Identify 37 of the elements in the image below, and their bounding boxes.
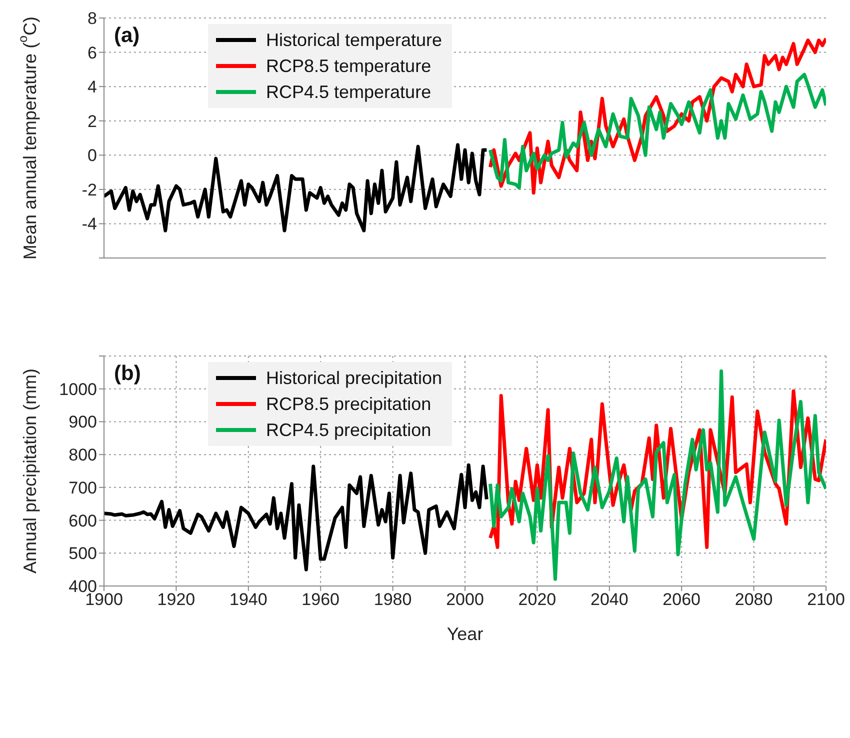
legend-label: Historical temperature bbox=[266, 30, 442, 50]
x-tick-label: 1940 bbox=[229, 590, 268, 610]
y-tick-label: -2 bbox=[82, 180, 97, 200]
y-tick-label: 8 bbox=[88, 9, 97, 28]
y-tick-label: 1000 bbox=[59, 380, 97, 399]
legend-label: RCP8.5 temperature bbox=[266, 56, 432, 76]
x-tick-label: 1920 bbox=[157, 590, 196, 610]
x-tick-label: 2080 bbox=[734, 590, 773, 610]
y-tick-label: 600 bbox=[68, 511, 97, 530]
x-tick-label: 1960 bbox=[302, 590, 340, 610]
y-tick-label: 6 bbox=[88, 43, 97, 62]
y-tick-label: 2 bbox=[88, 112, 97, 131]
x-tick-label: 2100 bbox=[807, 590, 845, 610]
line-series bbox=[104, 463, 488, 572]
legend-label: RCP8.5 precipitation bbox=[266, 394, 432, 414]
y-tick-label: 800 bbox=[68, 446, 97, 465]
annotation: (a) bbox=[114, 24, 140, 48]
annotation: (b) bbox=[114, 362, 141, 386]
x-tick-label: 2060 bbox=[662, 590, 701, 610]
legend-label: RCP4.5 temperature bbox=[266, 82, 432, 102]
x-tick-label: 2000 bbox=[446, 590, 484, 610]
x-axis-title: Year bbox=[446, 624, 484, 644]
y-tick-label: 900 bbox=[68, 412, 97, 432]
line-series bbox=[488, 72, 826, 190]
y-tick-label: 0 bbox=[88, 146, 97, 166]
legend-label: RCP4.5 precipitation bbox=[266, 420, 432, 440]
line-series bbox=[104, 143, 488, 232]
x-tick-label: 1980 bbox=[374, 590, 412, 610]
y-tick-label: 700 bbox=[68, 478, 97, 498]
y-tick-label: -4 bbox=[82, 214, 97, 234]
x-tick-label: 2040 bbox=[590, 590, 628, 610]
y-tick-label: 4 bbox=[88, 78, 97, 97]
y-tick-label: 500 bbox=[68, 544, 97, 564]
y-axis-title: Annual precipitation (mm) bbox=[20, 368, 40, 574]
legend-label: Historical precipitation bbox=[266, 368, 442, 388]
x-tick-label: 2020 bbox=[518, 590, 556, 610]
line-series bbox=[488, 369, 826, 581]
